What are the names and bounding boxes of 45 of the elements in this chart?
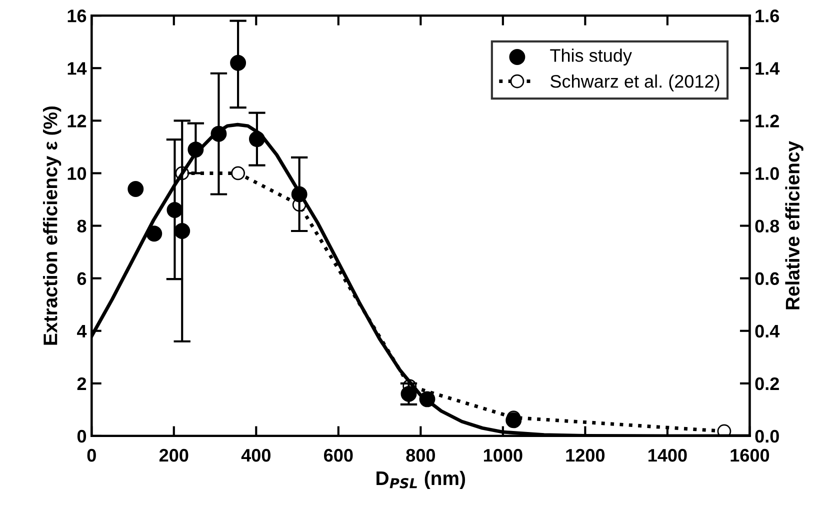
x-tick-label: 1600 (730, 448, 770, 462)
y-tick-label: 6 (77, 272, 86, 286)
x-axis-title: D$_{PSL}$ (nm) (376, 470, 466, 489)
y2-tick-label: 0.0 (755, 430, 779, 443)
y2-tick-label: 1.0 (756, 167, 779, 180)
point (230, 54, 246, 71)
x-tick-label: 1000 (484, 448, 522, 462)
point (248, 131, 265, 148)
y2-tick-label: 0.8 (755, 220, 780, 232)
y2-tick-label: 1.2 (756, 114, 779, 128)
legend-label: Schwarz et al. (2012) (550, 74, 720, 92)
legend-label: This study (550, 48, 632, 66)
x-tick-label: 1200 (566, 448, 605, 462)
point (419, 391, 436, 408)
x-tick-label: 600 (324, 448, 353, 462)
x-tick-label: 800 (406, 448, 435, 462)
x-tick-label: 200 (159, 448, 188, 462)
point (146, 226, 162, 242)
y-tick-label: 0 (77, 430, 86, 443)
point (188, 142, 204, 158)
y-tick-label: 4 (77, 324, 87, 338)
y-tick-label: 12 (68, 114, 86, 128)
x-tick-label: 400 (241, 448, 270, 462)
y2-tick-label: 1.4 (756, 62, 780, 75)
y2-tick-label: 0.6 (755, 272, 780, 286)
y2-tick-label: 0.4 (755, 324, 780, 338)
y-tick-label: 2 (77, 377, 86, 390)
x-tick-label: 0 (87, 448, 96, 462)
point (210, 126, 227, 142)
point (231, 166, 245, 180)
y2-tick-label: 0.2 (755, 377, 779, 390)
y-tick-label: 10 (68, 167, 86, 180)
point (128, 181, 144, 197)
y-tick-label: 16 (68, 10, 86, 22)
y-axis-title: Extraction efficiency ε (%) (43, 106, 62, 345)
point (174, 223, 190, 239)
y2-axis-title: Relative efficiency (785, 141, 804, 310)
y2-tick-label: 1.6 (756, 10, 780, 22)
y-tick-label: 8 (77, 220, 86, 232)
point (166, 202, 183, 218)
y-tick-label: 14 (68, 62, 87, 75)
point (400, 386, 417, 402)
point (291, 186, 308, 202)
x-tick-label: 1400 (648, 448, 687, 462)
point (506, 412, 522, 428)
